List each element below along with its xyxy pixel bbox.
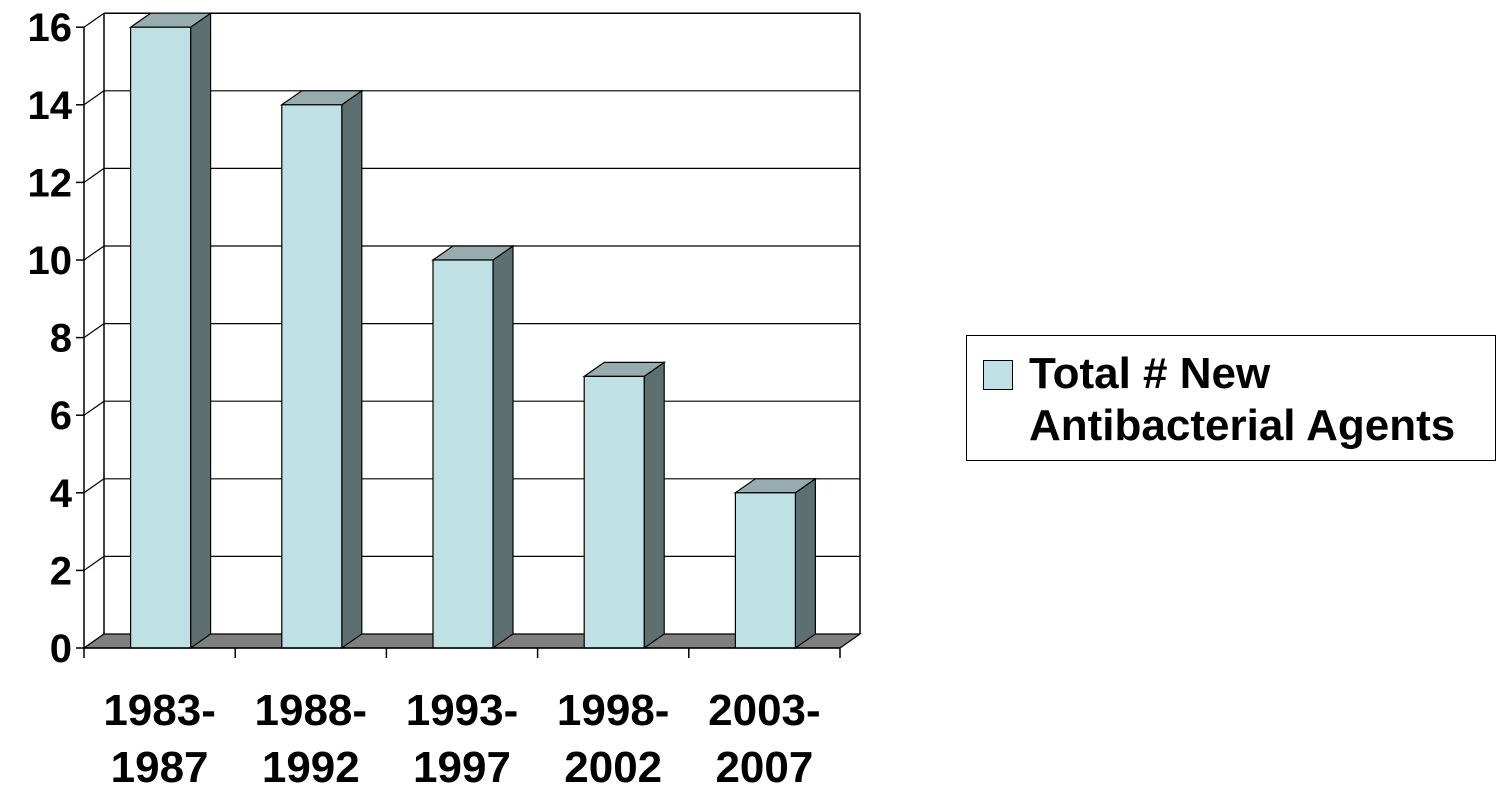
y-tick-label: 16	[28, 6, 73, 50]
side-wall-line	[83, 12, 105, 28]
x-category-label: 1988-	[255, 686, 368, 735]
bar-side	[341, 89, 363, 650]
bar	[281, 104, 343, 649]
y-tick-label: 8	[50, 317, 72, 361]
side-wall-line	[83, 323, 105, 339]
side-wall-line	[83, 555, 105, 571]
x-category-label: 2007	[715, 743, 813, 787]
side-wall-line	[83, 400, 105, 416]
bars	[128, 12, 818, 650]
x-category-label: 2003-	[708, 686, 821, 735]
x-category-label: 1987	[111, 743, 209, 787]
bar	[583, 375, 645, 649]
bar	[734, 492, 797, 649]
y-tick-label: 0	[50, 627, 72, 671]
legend: Total # New Antibacterial Agents	[966, 335, 1496, 461]
x-category-label: 1993-	[406, 686, 519, 735]
bar	[432, 259, 494, 649]
axis-labels: 0 2 4 6 8 10 12 14 16 1983- 1987 1988- 1992 1993- 1997…	[28, 6, 821, 787]
y-tick-label: 6	[50, 394, 72, 438]
side-wall-line	[83, 245, 105, 261]
x-category-label: 1992	[262, 743, 360, 787]
bar-side	[492, 244, 514, 650]
bar-side	[794, 477, 817, 650]
side-wall-line	[83, 167, 105, 183]
y-tick-label: 2	[50, 549, 72, 593]
x-category-label: 2002	[564, 743, 662, 787]
y-tick-label: 12	[28, 161, 73, 205]
axes	[76, 26, 841, 658]
bar-side	[643, 361, 665, 650]
y-tick-label: 10	[28, 239, 73, 283]
bar-side	[190, 12, 212, 650]
y-tick-label: 4	[50, 472, 73, 516]
x-category-label: 1997	[413, 743, 511, 787]
side-wall-line	[83, 478, 105, 494]
x-category-label: 1998-	[557, 686, 670, 735]
legend-label: Total # New Antibacterial Agents	[1029, 349, 1456, 450]
y-tick-label: 14	[28, 84, 73, 128]
bar	[130, 26, 192, 649]
legend-swatch	[983, 360, 1013, 390]
side-wall-line	[83, 90, 105, 106]
x-category-label: 1983-	[103, 686, 216, 735]
